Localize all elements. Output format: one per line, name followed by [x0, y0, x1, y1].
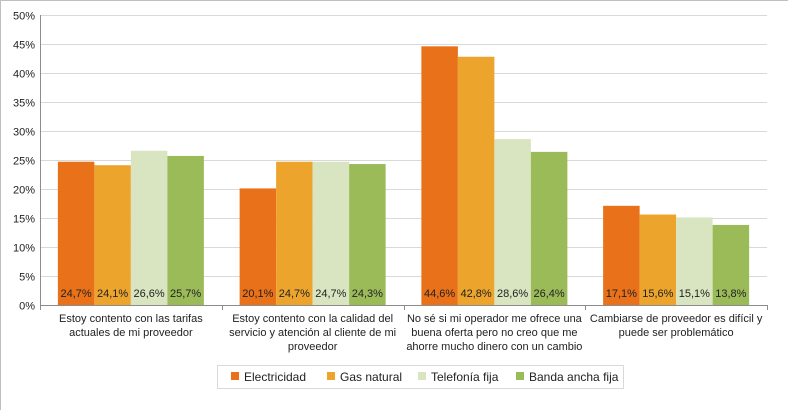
legend-label: Electricidad	[244, 370, 306, 384]
bar	[167, 155, 204, 305]
bar	[130, 150, 168, 305]
y-tick-label: 40%	[13, 69, 35, 81]
bar	[676, 217, 713, 305]
x-category-label: Cambiarse de proveedor es difícil y puede…	[590, 313, 763, 339]
data-label: 24,7%	[279, 288, 310, 300]
data-label: 26,6%	[134, 288, 165, 300]
legend-swatch	[516, 372, 524, 380]
bar	[457, 56, 495, 306]
y-tick-label: 15%	[13, 214, 35, 226]
y-tick-label: 45%	[13, 40, 35, 52]
bar	[57, 161, 95, 305]
bar	[530, 151, 568, 305]
x-category-label: Estoy contento con la calidad del servici…	[229, 313, 396, 353]
bar	[276, 161, 313, 305]
data-label: 26,4%	[534, 288, 565, 300]
data-label: 24,3%	[352, 288, 383, 300]
legend-swatch	[231, 372, 239, 380]
x-category-label: Estoy contento con las tarifas actuales d…	[59, 313, 203, 339]
y-tick-label: 0%	[19, 301, 35, 313]
y-tick-label: 10%	[13, 243, 35, 255]
data-label: 24,7%	[61, 288, 92, 300]
bar	[312, 161, 350, 305]
legend-label: Gas natural	[340, 370, 402, 384]
data-label: 15,6%	[642, 288, 673, 300]
bar	[94, 165, 131, 305]
data-label: 17,1%	[606, 288, 637, 300]
data-label: 44,6%	[424, 288, 455, 300]
data-label: 13,8%	[715, 288, 746, 300]
bar	[494, 139, 531, 305]
data-label: 15,1%	[679, 288, 710, 300]
x-category-label: No sé si mi operador me ofrece una buena …	[406, 313, 582, 353]
y-tick-label: 25%	[13, 156, 35, 168]
legend-label: Banda ancha fija	[529, 370, 619, 384]
data-label: 24,7%	[315, 288, 346, 300]
bar	[421, 46, 458, 305]
data-label: 42,8%	[461, 288, 492, 300]
data-label: 25,7%	[170, 288, 201, 300]
y-tick-label: 35%	[13, 98, 35, 110]
y-tick-label: 50%	[13, 11, 35, 23]
data-label: 20,1%	[242, 288, 273, 300]
bar	[603, 205, 640, 305]
bar	[639, 214, 677, 305]
y-tick-label: 20%	[13, 185, 35, 197]
data-label: 28,6%	[497, 288, 528, 300]
bar	[712, 224, 750, 305]
data-label: 24,1%	[97, 288, 128, 300]
y-tick-label: 5%	[19, 272, 35, 284]
legend-swatch	[327, 372, 335, 380]
y-tick-label: 30%	[13, 127, 35, 139]
legend-swatch	[418, 372, 426, 380]
legend-label: Telefonía fija	[431, 370, 499, 384]
bar	[349, 164, 386, 305]
bar	[239, 188, 277, 305]
